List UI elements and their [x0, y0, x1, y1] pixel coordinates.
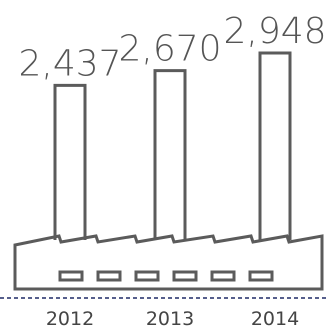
bar-2013 [153, 69, 187, 240]
data-label-2014: 2,948 [223, 11, 326, 52]
factory-window-1 [58, 270, 84, 282]
x-tick-label-2013: 2013 [146, 308, 194, 328]
x-tick-label-2012: 2012 [46, 308, 94, 328]
factory-window-6 [248, 270, 274, 282]
chimney-bars [53, 51, 292, 240]
data-label-2012: 2,437 [18, 43, 121, 84]
factory-window-3 [134, 270, 160, 282]
data-label-2013: 2,670 [118, 29, 221, 70]
factory-window-4 [172, 270, 198, 282]
bar-2012 [53, 83, 87, 240]
factory-windows [58, 270, 274, 282]
factory-building-icon [13, 234, 324, 291]
x-axis-tick-labels: 2012 2013 2014 [46, 308, 299, 328]
factory-window-5 [210, 270, 236, 282]
bar-2014 [258, 51, 292, 240]
factory-window-2 [96, 270, 122, 282]
x-tick-label-2014: 2014 [251, 308, 299, 328]
